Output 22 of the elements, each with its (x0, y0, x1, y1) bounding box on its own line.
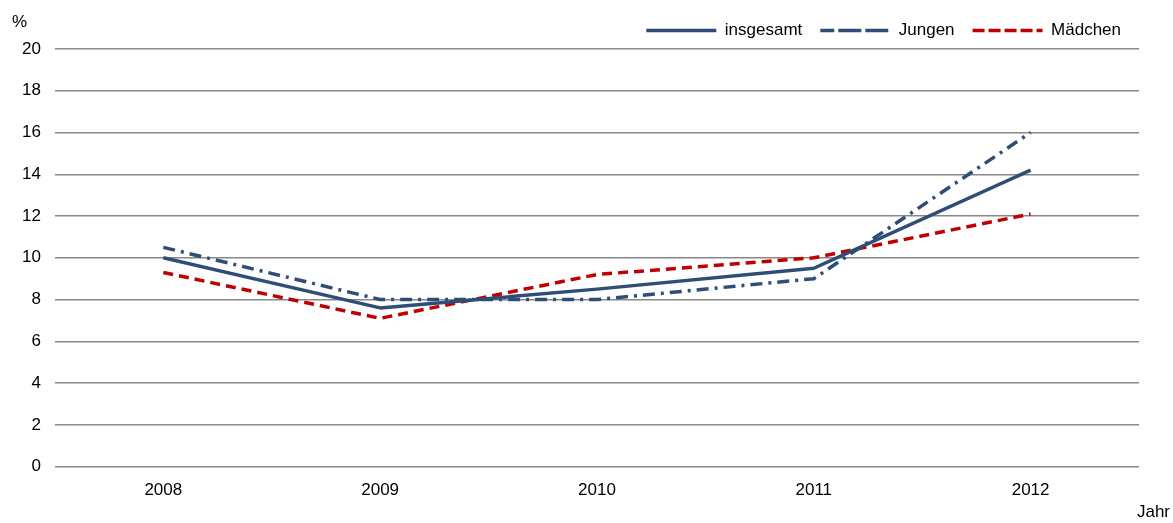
y-tick-label: 4 (31, 372, 41, 392)
x-axis-title: Jahr (1136, 501, 1171, 521)
x-tick-label: 2009 (361, 480, 400, 500)
x-tick-label: 2008 (144, 480, 183, 500)
legend-label: Jungen (898, 20, 955, 40)
y-tick-label: 18 (21, 80, 41, 100)
y-tick-label: 10 (21, 247, 41, 267)
y-axis-title: % (12, 11, 28, 31)
y-tick-label: 12 (21, 205, 41, 225)
y-tick-label: 8 (31, 289, 41, 309)
y-tick-label: 0 (31, 456, 41, 476)
y-tick-label: 2 (31, 414, 41, 434)
y-tick-label: 6 (31, 331, 41, 351)
x-tick-label: 2012 (1011, 480, 1050, 500)
line-series (161, 212, 1033, 321)
x-tick-label: 2011 (795, 480, 833, 500)
y-tick-label: 16 (21, 122, 41, 142)
y-tick-label: 14 (21, 163, 41, 183)
legend-label: insgesamt (724, 20, 803, 40)
y-tick-label: 20 (21, 38, 41, 58)
x-tick-label: 2010 (578, 480, 616, 500)
legend-label: Mädchen (1051, 20, 1121, 40)
